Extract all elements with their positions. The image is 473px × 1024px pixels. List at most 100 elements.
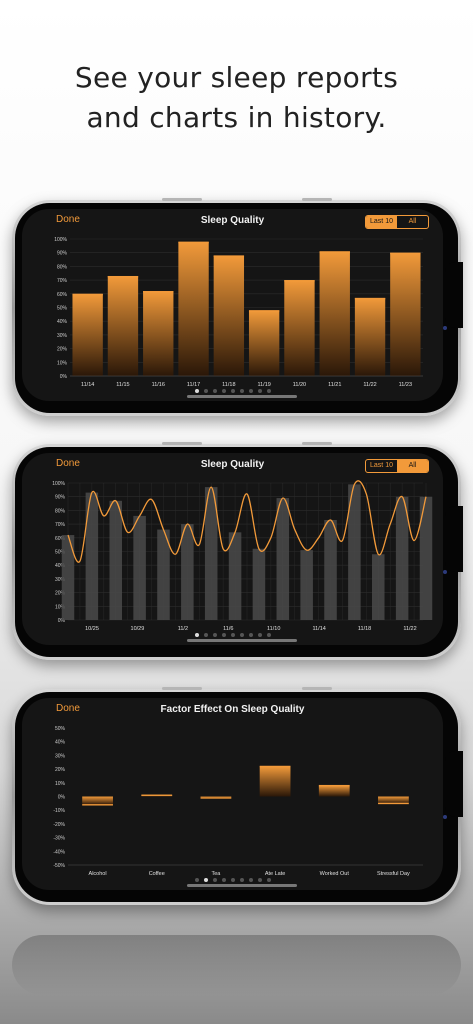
factor-bar-alcohol[interactable] [82, 796, 113, 805]
page-dot[interactable] [248, 389, 253, 393]
x-tick-label: 11/20 [293, 382, 306, 388]
history-bar [324, 519, 337, 620]
factor-bar-stressful-day[interactable] [378, 796, 409, 804]
page-dot[interactable] [266, 633, 271, 637]
segment-last-10[interactable]: Last 10 [370, 462, 393, 469]
page-indicator[interactable] [22, 389, 443, 393]
factor-bar-tea[interactable] [200, 796, 232, 798]
chart1-y-tick-label: 90% [57, 251, 68, 257]
segment-all[interactable]: All [408, 218, 417, 225]
done-button[interactable]: Done [56, 214, 80, 225]
notch [445, 262, 463, 328]
page-indicator[interactable] [22, 878, 443, 882]
volume-button [162, 198, 202, 201]
camera-icon [443, 326, 447, 330]
chart1-y-tick-label: 20% [57, 347, 68, 353]
page-dot[interactable] [194, 633, 199, 637]
chart2-y-tick-label: 60% [55, 536, 66, 542]
bar-11/16[interactable] [143, 291, 174, 376]
page-dot[interactable] [266, 389, 271, 393]
page-dot[interactable] [194, 389, 199, 393]
chart1-y-tick-label: 60% [57, 292, 68, 298]
chart3-y-tick-label: -30% [53, 836, 65, 842]
chart1-y-tick-label: 40% [57, 319, 68, 325]
bar-11/19[interactable] [248, 310, 280, 376]
range-segmented-control[interactable]: Last 10 All [365, 459, 429, 473]
page-dot[interactable] [203, 878, 208, 882]
x-tick-label: Alcohol [89, 871, 107, 877]
page-dot[interactable] [221, 878, 226, 882]
x-tick-label: 11/19 [257, 382, 270, 388]
done-button[interactable]: Done [56, 703, 80, 714]
page-dot[interactable] [230, 389, 235, 393]
page-dot[interactable] [230, 633, 235, 637]
page-dot[interactable] [257, 389, 262, 393]
bar-11/21[interactable] [319, 251, 350, 376]
history-bar [228, 532, 242, 620]
power-button [302, 687, 332, 690]
headline: See your sleep reports and charts in his… [0, 58, 473, 138]
bar-11/14[interactable] [72, 293, 103, 376]
headline-line-2: and charts in history. [86, 101, 387, 134]
range-segmented-control[interactable]: Last 10 All [365, 215, 429, 229]
factor-bar-cap [259, 765, 291, 768]
history-bar [133, 515, 146, 620]
history-bar [395, 496, 409, 620]
chart3-y-tick-label: 10% [55, 781, 66, 787]
chart1-y-tick-label: 30% [57, 333, 68, 339]
chart1-y-tick-label: 80% [57, 264, 68, 270]
x-tick-label: 11/22 [403, 626, 416, 632]
headline-line-1: See your sleep reports [74, 61, 399, 94]
page-dot[interactable] [203, 633, 208, 637]
chart2-y-tick-label: 80% [55, 508, 66, 514]
history-bar [252, 548, 266, 620]
bar-11/18[interactable] [213, 255, 245, 376]
page-dot[interactable] [221, 633, 226, 637]
bar-cap [178, 241, 209, 244]
home-indicator [187, 639, 297, 642]
page-dot[interactable] [212, 633, 217, 637]
page-dot[interactable] [203, 389, 208, 393]
page-dot[interactable] [230, 878, 235, 882]
history-bar [109, 500, 122, 620]
bar-11/15[interactable] [107, 275, 139, 376]
x-tick-label: 11/18 [358, 626, 371, 632]
history-bar [276, 498, 290, 620]
page-dot[interactable] [257, 633, 262, 637]
sleep-quality-line[interactable] [67, 480, 427, 563]
bar-cap [213, 255, 245, 257]
bar-11/20[interactable] [284, 280, 315, 376]
factor-bar-cap [200, 797, 232, 799]
phone-mockup-1: Done Sleep Quality Last 10 All 0% 10% 20% 3… [12, 198, 463, 416]
page-dot[interactable] [221, 389, 226, 393]
page-indicator[interactable] [22, 633, 443, 637]
done-button[interactable]: Done [56, 458, 80, 469]
page-dot[interactable] [257, 878, 262, 882]
page-dot[interactable] [239, 878, 244, 882]
page-dot[interactable] [248, 878, 253, 882]
bar-11/17[interactable] [178, 241, 209, 376]
page-dot[interactable] [212, 878, 217, 882]
factor-bar-cap [141, 794, 173, 796]
x-tick-label: 11/15 [116, 382, 129, 388]
factor-bar-ate-late[interactable] [259, 766, 291, 797]
page-dot[interactable] [212, 389, 217, 393]
x-tick-label: Worked Out [320, 871, 350, 877]
segment-all[interactable]: All [397, 460, 428, 472]
bar-cap [319, 251, 350, 253]
page-dot[interactable] [239, 633, 244, 637]
chart1-y-tick-label: 0% [60, 374, 68, 380]
bar-11/22[interactable] [354, 297, 386, 376]
page-dot[interactable] [266, 878, 271, 882]
factor-bar-worked-out[interactable] [318, 785, 350, 797]
page-dot[interactable] [248, 633, 253, 637]
page-dot[interactable] [194, 878, 199, 882]
bar-11/23[interactable] [390, 252, 421, 376]
chart3-y-tick-label: 40% [55, 740, 66, 746]
screen-bar-chart: Done Sleep Quality Last 10 All 0% 10% 20% 3… [22, 209, 443, 401]
x-tick-label: 11/14 [312, 626, 325, 632]
page-dot[interactable] [239, 389, 244, 393]
factor-bar-cap [378, 802, 409, 805]
sleep-quality-line-chart: 0% 10% 20% 30% 40% 50% 60% 70% 80% 90% 100% 10/25 10… [52, 480, 433, 632]
segment-last-10[interactable]: Last 10 [366, 216, 397, 228]
